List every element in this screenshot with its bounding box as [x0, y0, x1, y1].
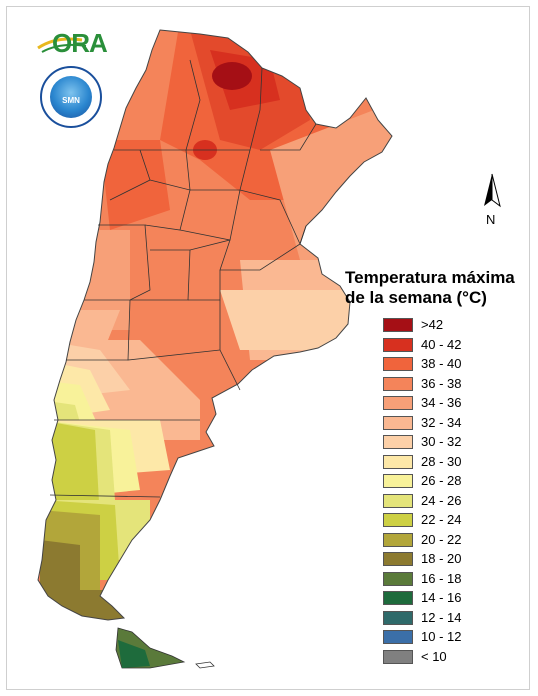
legend-swatch	[383, 337, 413, 352]
smn-logo-globe-icon: SMN	[50, 76, 92, 118]
legend-swatch	[383, 415, 413, 430]
legend-swatch	[383, 513, 413, 527]
legend-label: 34 - 36	[421, 395, 462, 410]
legend-title-line-1: Temperatura máxima	[345, 268, 515, 287]
legend-label: 20 - 22	[421, 531, 462, 547]
north-arrow-icon	[484, 173, 501, 208]
legend-label: 26 - 28	[421, 473, 462, 488]
legend-swatch	[383, 474, 413, 488]
smn-logo-text: SMN	[62, 96, 80, 105]
legend-label: 40 - 42	[421, 336, 462, 352]
legend-label: < 10	[421, 648, 447, 664]
legend-swatch	[383, 571, 413, 586]
tierra-del-fuego-cold	[118, 640, 150, 668]
legend-label: 30 - 32	[421, 434, 462, 449]
legend-swatch	[383, 493, 413, 508]
legend-label: 28 - 30	[421, 453, 462, 469]
legend-label: 36 - 38	[421, 375, 462, 391]
legend-label: 38 - 40	[421, 356, 462, 371]
legend-label: 10 - 12	[421, 629, 462, 644]
legend-swatch	[383, 591, 413, 605]
legend-swatch	[383, 532, 413, 547]
legend-title-line-2: de la semana (°C)	[345, 288, 487, 307]
legend-swatch	[383, 357, 413, 371]
north-label: N	[486, 212, 496, 227]
legend-swatch	[383, 376, 413, 391]
legend-swatch	[383, 318, 413, 332]
province-boundaries	[49, 59, 317, 498]
legend-label: 16 - 18	[421, 570, 462, 586]
legend-swatch	[383, 552, 413, 566]
country-outline	[37, 29, 393, 621]
legend-label: 18 - 20	[421, 551, 462, 566]
legend-swatch	[383, 610, 413, 625]
legend-swatch	[383, 630, 413, 644]
ora-logo-text: ORA	[52, 28, 108, 58]
ora-logo: ORA	[36, 26, 116, 58]
legend-swatch	[383, 435, 413, 449]
legend-swatch	[383, 396, 413, 410]
isla-estados	[195, 661, 215, 669]
legend-label: 14 - 16	[421, 590, 462, 605]
legend-label: 22 - 24	[421, 512, 462, 527]
legend-swatch	[383, 649, 413, 664]
legend-swatch	[383, 454, 413, 469]
legend-label: 32 - 34	[421, 414, 462, 430]
legend-label: 24 - 26	[421, 492, 462, 508]
legend-label: 12 - 14	[421, 609, 462, 625]
legend-title: Temperatura máxima de la semana (°C)	[345, 268, 530, 308]
smn-logo: SMN	[40, 66, 102, 128]
legend-label: >42	[421, 317, 444, 332]
ora-swoosh-icon	[37, 37, 87, 53]
